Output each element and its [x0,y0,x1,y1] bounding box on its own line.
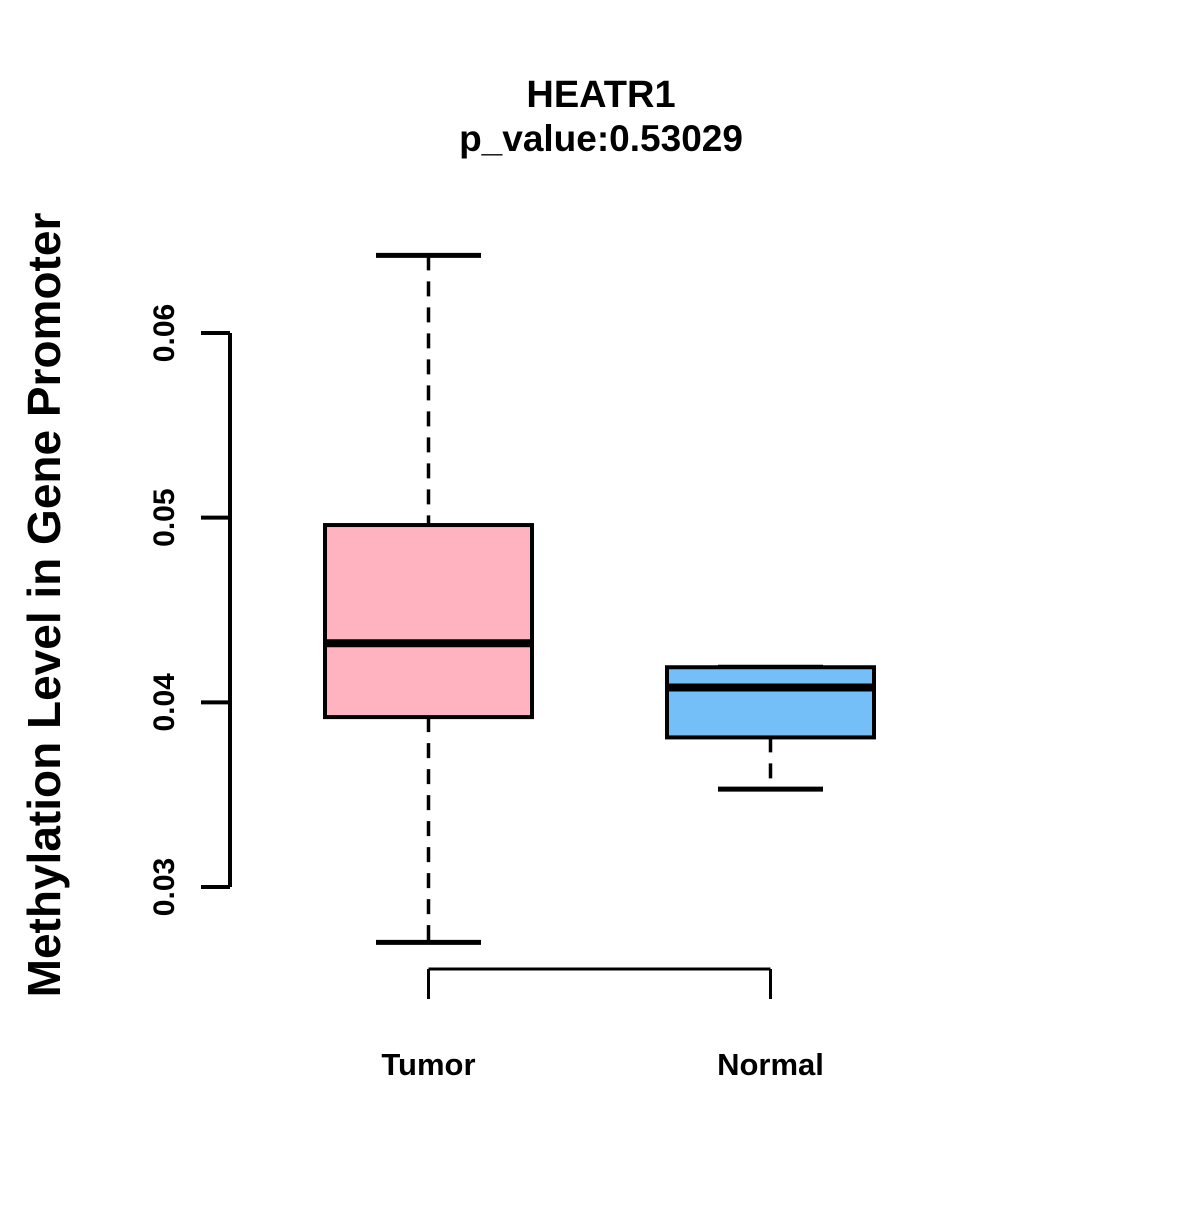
y-axis-label: Methylation Level in Gene Promoter [18,213,70,998]
x-category-label: Normal [717,1047,824,1082]
box-normal [665,665,876,740]
y-tick-label: 0.03 [148,858,181,916]
chart-title: HEATR1 [526,74,675,116]
x-axis [427,967,772,999]
y-tick-label: 0.06 [148,304,181,362]
box-tumor [323,523,534,720]
boxplot-boxes: Tumor Normal [323,252,876,1082]
y-tick-label: 0.04 [148,673,181,732]
y-axis: 0.03 0.04 0.05 0.06 [148,304,232,916]
chart-subtitle: p_value:0.53029 [459,118,743,159]
y-tick-label: 0.05 [148,488,181,546]
x-category-label: Tumor [381,1047,475,1082]
